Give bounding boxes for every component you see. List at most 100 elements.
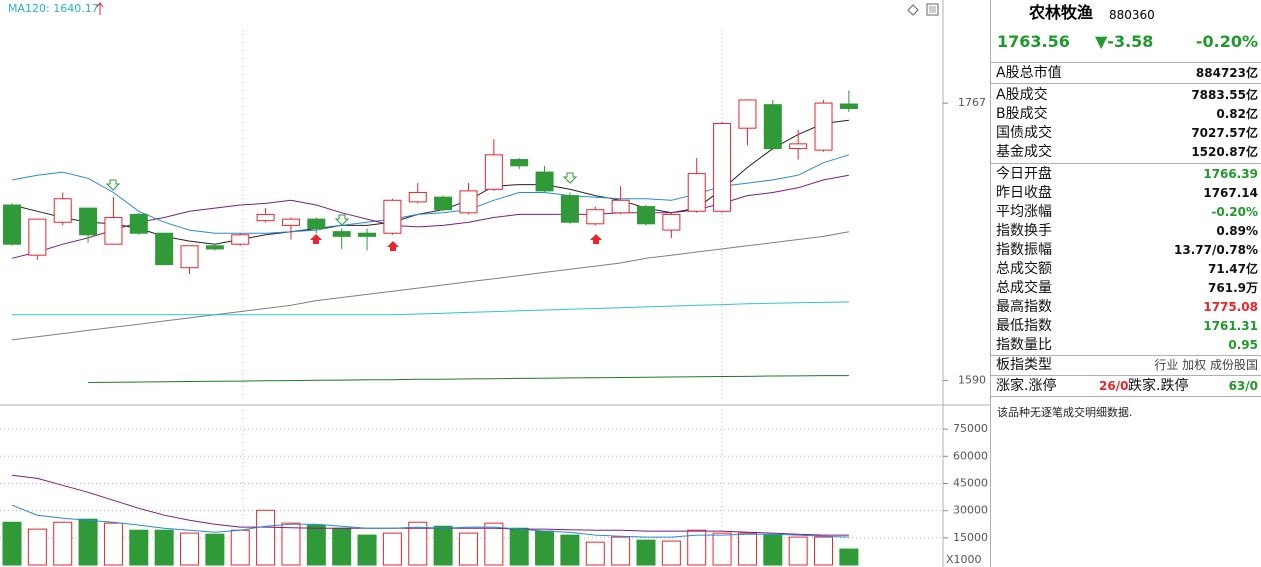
separator: [991, 62, 1261, 63]
row-label: 指数量比: [996, 337, 1052, 353]
candle-body: [155, 232, 174, 266]
candle-body: [560, 195, 579, 223]
icon-window-inner: [929, 6, 936, 13]
volume-bar: [712, 532, 732, 566]
separator: [991, 375, 1261, 376]
volume-bar: [788, 536, 808, 566]
row-value: 7883.55亿: [1191, 88, 1258, 102]
row-label: 平均涨幅: [996, 204, 1052, 220]
candle-body: [763, 104, 782, 150]
legend-arrow: [96, 2, 104, 15]
row-label: A股总市值: [996, 65, 1062, 81]
volume-bar: [78, 518, 98, 566]
separator: [991, 163, 1261, 164]
row-label: 指数振幅: [996, 242, 1052, 258]
volume-bar: [611, 536, 631, 566]
volume-bar: [535, 530, 555, 566]
candle-body: [535, 171, 554, 192]
row-label: 今日开盘: [996, 166, 1052, 182]
row-label: 最高指数: [996, 299, 1052, 315]
volume-bar: [763, 534, 783, 566]
row-value: 行业 加权 成份股国: [1154, 358, 1258, 372]
candle-body: [662, 213, 681, 231]
ma-line: [12, 301, 849, 316]
candle-body: [281, 218, 300, 226]
volume-bar: [458, 532, 478, 566]
sell-signal: [105, 179, 121, 191]
volume-bar: [839, 548, 859, 566]
y-tick-label: 1767: [958, 96, 986, 109]
ma-line: [11, 504, 849, 538]
row-value: 884723亿: [1195, 66, 1258, 80]
volume-bar: [306, 524, 326, 566]
candle-body: [53, 198, 72, 223]
candle-body: [256, 213, 275, 222]
chart: MA120: 1640.17 1590 1767 15000 30000 45000 60…: [0, 0, 990, 567]
row-value: 63/0: [1228, 379, 1258, 393]
buy-signal: [590, 234, 602, 244]
volume-bar: [484, 522, 504, 566]
row-value: 1775.08: [1203, 300, 1258, 314]
candle-body: [687, 173, 706, 212]
candle-body: [789, 143, 808, 150]
volume-bar: [382, 532, 402, 566]
volume-bar: [256, 509, 276, 566]
candle-body: [839, 103, 858, 109]
candle-body: [738, 99, 757, 129]
candle-body: [459, 190, 478, 214]
candle-body: [79, 207, 98, 236]
index-name: 农林牧渔: [1029, 3, 1094, 22]
ma-line: [11, 154, 850, 234]
row-label: 国债成交: [996, 125, 1052, 141]
candle-body: [637, 206, 655, 225]
y-tick-label: 30000: [953, 504, 988, 517]
ma-line: [11, 119, 849, 245]
volume-bar: [53, 521, 73, 566]
ma-legend: MA120: 1640.17: [8, 2, 99, 15]
row-value: 1767.14: [1203, 186, 1258, 200]
candle-body: [484, 154, 503, 190]
y-tick-label: 60000: [953, 449, 988, 462]
candle-body: [434, 196, 453, 211]
candle-body: [129, 213, 148, 234]
volume-bar: [509, 527, 529, 566]
volume-bar: [281, 522, 301, 566]
ma-line: [11, 174, 849, 259]
row-label: 涨家.涨停: [996, 378, 1057, 394]
candle-body: [307, 218, 326, 230]
row-value: 761.9万: [1208, 281, 1258, 295]
icon-window[interactable]: [926, 3, 939, 16]
volume-bar: [814, 536, 834, 566]
candle-body: [713, 122, 732, 212]
icon-diamond[interactable]: [907, 4, 919, 16]
separator: [991, 83, 1261, 84]
index-code: 880360: [1109, 8, 1155, 22]
candle-body: [586, 209, 605, 225]
row-value: 0.89%: [1216, 224, 1258, 238]
note: 该品种无逐笔成交明细数据.: [997, 406, 1133, 419]
row-label: A股成交: [996, 87, 1048, 103]
volume-bar: [687, 529, 707, 566]
sell-signal: [334, 214, 350, 226]
row-value: 13.77/0.78%: [1174, 243, 1258, 257]
quote-panel: 农林牧渔 880360 1763.56 ▼-3.58 -0.20% A股总市值 884723…: [990, 0, 1261, 567]
row-label: 跌家.跌停: [1128, 378, 1189, 394]
volume-bar: [129, 529, 149, 566]
y-tick-label: 1590: [958, 374, 986, 387]
volume-bar: [636, 539, 656, 566]
volume-bar: [433, 525, 453, 566]
candle-body: [332, 231, 351, 237]
separator: [991, 355, 1261, 356]
candle-body: [28, 218, 47, 256]
row-value: 1520.87亿: [1191, 145, 1258, 159]
volume-bar: [357, 534, 377, 566]
volume-bar: [103, 522, 123, 566]
candle-body: [205, 245, 224, 250]
row-value: 0.95: [1228, 338, 1258, 352]
row-label: 昨日收盘: [996, 185, 1052, 201]
y-tick-label: 15000: [953, 531, 988, 544]
candle-body: [408, 191, 427, 203]
volume-bar: [205, 533, 225, 566]
row-label: 最低指数: [996, 318, 1052, 334]
